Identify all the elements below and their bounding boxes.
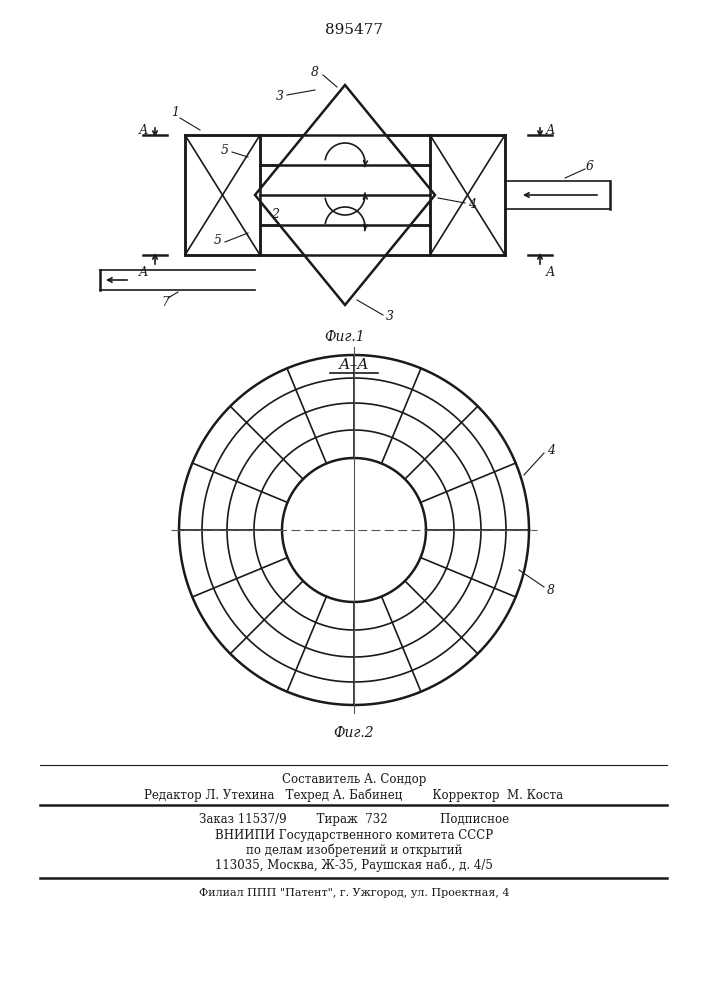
Text: 1: 1 [171,106,179,119]
Text: 895477: 895477 [325,23,383,37]
Text: А: А [139,123,148,136]
Text: 3: 3 [276,91,284,104]
Text: А: А [139,266,148,279]
Text: А: А [545,123,555,136]
Text: 7: 7 [161,296,169,308]
Text: Заказ 11537/9        Тираж  732              Подписное: Заказ 11537/9 Тираж 732 Подписное [199,814,509,826]
Text: по делам изобретений и открытий: по делам изобретений и открытий [246,843,462,857]
Text: 8: 8 [547,584,555,596]
Text: 3: 3 [386,310,394,324]
Text: 5: 5 [221,143,229,156]
Text: Составитель А. Сондор: Составитель А. Сондор [282,774,426,786]
Text: А–А: А–А [339,358,369,372]
Text: 4: 4 [547,444,555,456]
Text: 4: 4 [468,198,476,212]
Bar [185,135,505,255]
Polygon shape [255,85,435,305]
Text: 5: 5 [214,233,222,246]
Text: Редактор Л. Утехина   Техред А. Бабинец        Корректор  М. Коста: Редактор Л. Утехина Техред А. Бабинец Ко… [144,788,563,802]
Text: 6: 6 [586,159,594,172]
Text: 113035, Москва, Ж-35, Раушская наб., д. 4/5: 113035, Москва, Ж-35, Раушская наб., д. … [215,858,493,872]
Text: ВНИИПИ Государственного комитета СССР: ВНИИПИ Государственного комитета СССР [215,828,493,842]
Text: 8: 8 [311,66,319,80]
Text: А: А [545,266,555,279]
Text: 2: 2 [271,209,279,222]
Text: Фиг.1: Фиг.1 [325,330,366,344]
Text: Фиг.2: Фиг.2 [334,726,374,740]
Text: Филиал ППП "Патент", г. Ужгород, ул. Проектная, 4: Филиал ППП "Патент", г. Ужгород, ул. Про… [199,888,509,898]
